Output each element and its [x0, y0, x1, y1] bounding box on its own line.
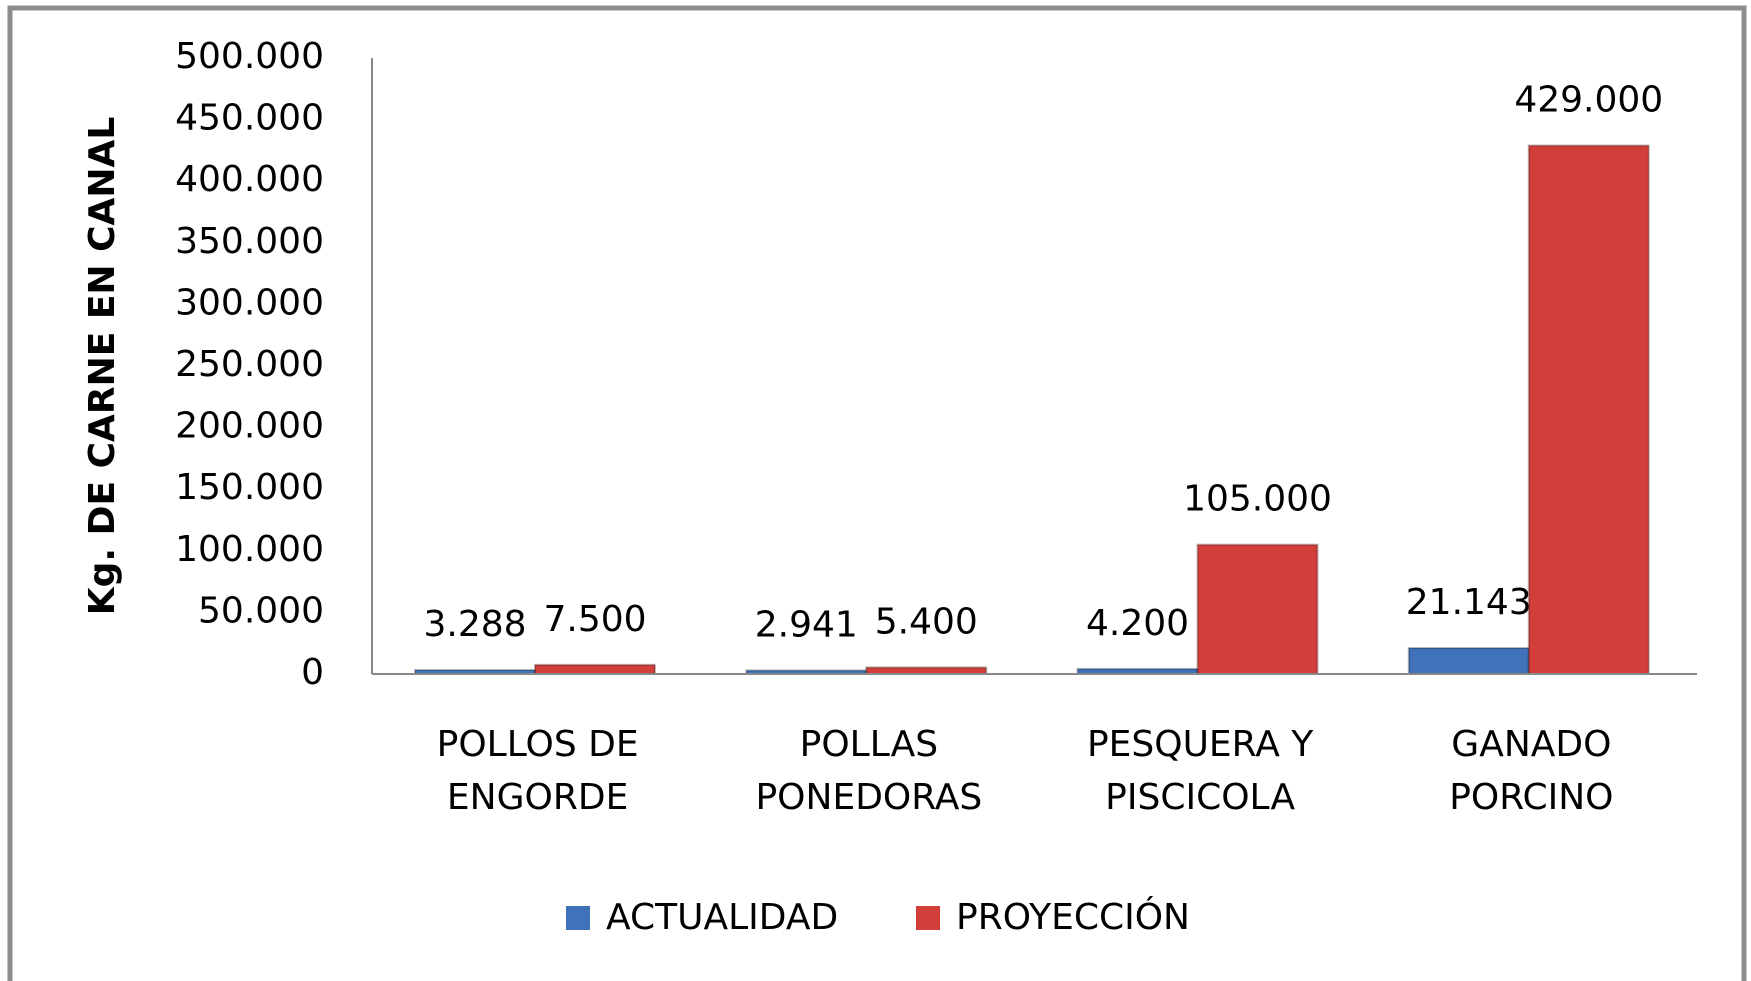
y-axis-title: Kg. DE CARNE EN CANAL	[82, 117, 123, 616]
data-label: 7.500	[543, 599, 646, 640]
x-tick-label: PISCICOLA	[1105, 777, 1295, 818]
y-tick-label: 250.000	[175, 344, 324, 385]
bar	[1407, 646, 1530, 676]
bar	[1196, 543, 1319, 676]
data-label: 21.143	[1406, 582, 1532, 623]
data-label: 2.941	[755, 604, 858, 645]
y-tick-label: 300.000	[175, 282, 324, 323]
data-label: 3.288	[423, 604, 526, 645]
data-label: 105.000	[1183, 479, 1332, 520]
data-label: 4.200	[1086, 603, 1189, 644]
y-tick-label: 50.000	[198, 590, 324, 631]
legend-label: ACTUALIDAD	[606, 897, 838, 938]
x-tick-label: POLLAS	[800, 724, 938, 765]
legend-swatch	[566, 906, 590, 930]
chart-frame	[7, 5, 1747, 981]
x-tick-label: PONEDORAS	[755, 777, 982, 818]
legend-label: PROYECCIÓN	[956, 896, 1190, 938]
y-tick-label: 200.000	[175, 406, 324, 447]
bar	[1527, 144, 1650, 676]
y-tick-label: 500.000	[175, 36, 324, 77]
y-tick-label: 100.000	[175, 529, 324, 570]
data-label: 5.400	[875, 601, 978, 642]
y-tick-label: 0	[301, 652, 324, 693]
y-tick-label: 400.000	[175, 159, 324, 200]
y-tick-label: 450.000	[175, 98, 324, 139]
x-tick-label: POLLOS DE	[437, 724, 639, 765]
x-tick-label: ENGORDE	[447, 777, 628, 818]
y-tick-label: 150.000	[175, 467, 324, 508]
data-label: 429.000	[1514, 79, 1663, 120]
legend-swatch	[916, 906, 940, 930]
x-tick-label: PESQUERA Y	[1087, 724, 1314, 765]
x-tick-label: GANADO	[1451, 724, 1611, 765]
bar	[534, 663, 656, 676]
y-tick-label: 350.000	[175, 221, 324, 262]
x-tick-label: PORCINO	[1449, 777, 1613, 818]
